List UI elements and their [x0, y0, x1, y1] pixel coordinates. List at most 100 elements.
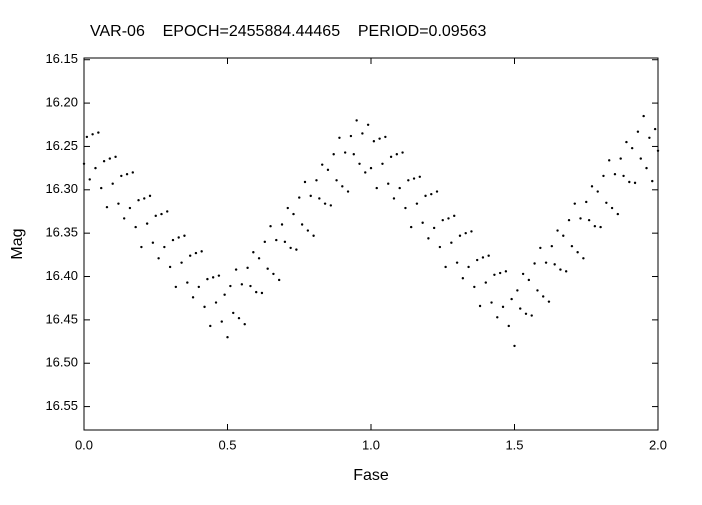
data-point — [630, 146, 634, 150]
data-point — [269, 225, 272, 228]
y-tick-label: 16.55 — [45, 398, 78, 413]
data-point — [275, 238, 278, 242]
data-point — [315, 179, 318, 182]
data-point — [461, 277, 465, 280]
data-point — [372, 140, 376, 143]
data-point — [151, 241, 155, 244]
data-point — [352, 153, 355, 156]
data-point — [355, 119, 358, 122]
data-point — [642, 114, 645, 118]
data-point — [309, 194, 312, 198]
data-point — [547, 300, 551, 303]
data-point — [559, 268, 562, 271]
data-point — [639, 157, 642, 160]
data-point — [470, 230, 473, 233]
data-point — [292, 212, 295, 216]
data-point — [539, 246, 542, 250]
data-point — [530, 314, 533, 317]
data-point — [163, 245, 166, 249]
data-point — [401, 151, 404, 154]
data-point — [421, 221, 424, 224]
data-point — [191, 296, 195, 299]
data-point — [174, 285, 178, 289]
data-point — [223, 293, 226, 296]
data-point — [556, 229, 559, 232]
data-point — [619, 157, 622, 160]
data-point — [550, 244, 554, 248]
data-point — [516, 289, 519, 292]
data-point — [180, 261, 183, 264]
data-point — [312, 234, 315, 237]
data-point — [567, 218, 571, 222]
data-point — [183, 234, 186, 237]
data-point — [125, 172, 129, 176]
data-point — [487, 254, 490, 257]
data-point — [341, 185, 344, 188]
y-tick-label: 16.40 — [45, 268, 78, 283]
data-point — [298, 196, 301, 199]
y-tick-label: 16.30 — [45, 181, 78, 196]
data-point — [283, 240, 287, 244]
x-tick-label: 2.0 — [649, 437, 667, 452]
data-point — [349, 134, 353, 138]
data-point — [633, 181, 637, 185]
data-point — [404, 206, 407, 210]
data-point — [134, 225, 137, 229]
data-point — [148, 194, 152, 198]
data-point — [616, 212, 620, 216]
data-point — [378, 137, 381, 140]
data-point — [625, 140, 628, 144]
data-point — [186, 281, 189, 284]
data-point — [496, 316, 499, 319]
data-point — [131, 171, 134, 174]
data-point — [91, 133, 94, 136]
data-point — [458, 234, 462, 237]
data-point — [243, 323, 246, 326]
data-point — [453, 214, 456, 218]
data-point — [286, 206, 289, 210]
data-point — [418, 175, 421, 178]
data-point — [211, 276, 215, 279]
data-point — [464, 231, 467, 235]
data-point — [427, 237, 430, 240]
data-point — [507, 324, 510, 328]
x-axis-title: Fase — [353, 467, 389, 484]
data-point — [217, 274, 221, 277]
data-point — [498, 271, 502, 275]
data-point — [206, 277, 209, 281]
y-tick-label: 16.20 — [45, 95, 78, 110]
data-point — [361, 132, 364, 135]
data-point — [585, 200, 588, 204]
data-point — [570, 244, 574, 248]
data-point — [573, 202, 576, 205]
x-tick-label: 1.0 — [362, 437, 380, 452]
y-tick-label: 16.25 — [45, 138, 78, 153]
data-point — [438, 245, 442, 249]
data-point — [128, 206, 132, 210]
data-point — [240, 283, 244, 286]
data-point — [651, 179, 654, 183]
data-point — [200, 250, 203, 253]
data-point — [108, 157, 112, 160]
data-point — [481, 256, 485, 259]
data-point — [645, 166, 648, 170]
y-tick-label: 16.35 — [45, 225, 78, 240]
data-point — [252, 251, 255, 254]
data-point — [145, 222, 149, 225]
data-point — [168, 265, 172, 269]
data-point — [85, 135, 89, 139]
data-point — [335, 179, 338, 182]
data-point — [375, 186, 378, 190]
data-point — [306, 229, 310, 232]
data-point — [521, 272, 525, 276]
data-point — [602, 174, 605, 178]
data-point — [513, 344, 516, 348]
data-point — [636, 130, 640, 133]
data-point — [226, 336, 229, 339]
data-point — [154, 214, 157, 218]
data-point — [111, 182, 114, 185]
data-point — [392, 197, 396, 200]
data-point — [553, 263, 556, 266]
